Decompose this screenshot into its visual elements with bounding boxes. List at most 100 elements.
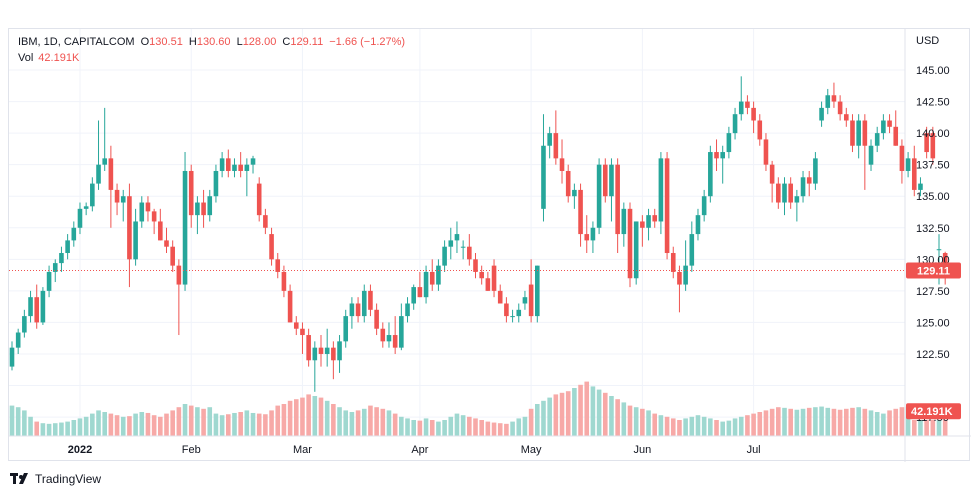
volume-bar: [850, 407, 855, 436]
volume-bar: [689, 416, 695, 436]
volume-bar: [473, 418, 478, 436]
volume-bar: [584, 381, 590, 436]
candle-body: [219, 158, 225, 171]
price-tick-label: 145.00: [916, 65, 950, 77]
candle-body: [83, 206, 89, 209]
volume-bar: [207, 407, 213, 436]
volume-bar: [868, 410, 874, 436]
volume-bar: [306, 394, 311, 436]
volume-bar: [355, 410, 361, 436]
volume-bar: [559, 392, 565, 436]
volume-bar: [813, 407, 818, 436]
candle-body: [862, 120, 868, 146]
candle-body: [658, 158, 664, 222]
volume-bar: [844, 408, 849, 436]
last-price-value: 129.11: [917, 266, 950, 278]
volume-bar: [34, 421, 40, 436]
volume-bar: [318, 397, 324, 436]
candle-body: [776, 183, 781, 203]
price-axis[interactable]: 145.00142.50140.00137.50135.00132.50130.…: [916, 65, 950, 424]
footer: TradingView: [10, 472, 101, 486]
price-tick-label: 125.00: [916, 317, 950, 329]
candle-body: [15, 332, 21, 348]
volume-bar: [195, 407, 200, 436]
candle-body: [287, 290, 293, 323]
candle-body: [794, 196, 800, 203]
candle-body: [127, 196, 132, 260]
volume-bar: [547, 397, 552, 436]
volume-bar: [670, 418, 676, 436]
volume-bar: [720, 421, 725, 436]
volume-bar: [942, 420, 948, 436]
candle-body: [368, 290, 373, 310]
candle-body: [34, 297, 40, 323]
volume-bar: [794, 409, 800, 436]
volume-bar: [528, 408, 534, 436]
volume-bar: [170, 410, 175, 436]
price-tick-label: 137.50: [916, 160, 950, 172]
candle-body: [120, 196, 126, 203]
candle-body: [510, 316, 515, 318]
tradingview-logo-icon[interactable]: [10, 473, 30, 485]
candle-body: [905, 158, 911, 171]
volume-bar: [856, 407, 861, 436]
candlestick-chart[interactable]: 145.00 142.50 140.00 137.50 135.00 132.50 130.…: [9, 29, 971, 462]
brand-label[interactable]: TradingView: [35, 472, 102, 486]
volume-bar: [479, 420, 484, 436]
volume-bar: [918, 420, 923, 436]
candle-body: [300, 328, 305, 336]
volume-bar: [708, 418, 713, 436]
volume-bar: [349, 412, 355, 436]
candle-body: [460, 246, 466, 248]
time-tick-label: Apr: [411, 444, 428, 456]
candle-body: [102, 158, 107, 165]
volume-bar: [151, 415, 157, 436]
volume-bar: [232, 412, 237, 436]
candle-body: [226, 158, 231, 171]
candle-body: [293, 322, 299, 329]
volume-bar: [590, 386, 596, 436]
candle-body: [423, 271, 429, 298]
candle-body: [633, 221, 639, 279]
volume-bar: [874, 412, 880, 436]
candle-body: [436, 265, 441, 285]
candle-body: [133, 221, 138, 260]
candle-body: [244, 164, 250, 171]
candle-body: [232, 164, 237, 171]
candle-body: [473, 259, 478, 272]
candle-body: [263, 215, 268, 228]
volume-bar: [287, 400, 293, 436]
candle-body: [28, 297, 33, 317]
candle-body: [837, 101, 843, 115]
symbol-label[interactable]: IBM, 1D, CAPITALCOM: [18, 36, 135, 48]
last-price-badge: 129.11: [906, 262, 961, 279]
candle-body: [429, 271, 435, 285]
volume-bar: [565, 391, 571, 436]
candle-body: [392, 335, 398, 348]
candle-body: [553, 133, 559, 159]
candle-body: [355, 303, 361, 317]
candle-body: [306, 335, 311, 361]
volume-bar: [405, 418, 410, 436]
volume-bar: [417, 420, 423, 436]
volume-bar: [930, 420, 936, 436]
candle-body: [701, 196, 707, 216]
candle-body: [491, 265, 497, 291]
volume-bar: [423, 418, 429, 436]
time-axis[interactable]: 2022 Feb Mar Apr May Jun Jul: [68, 444, 761, 456]
candle-body: [769, 164, 775, 184]
volume-bar: [133, 413, 138, 436]
volume-bar: [776, 407, 781, 436]
volume-bar: [158, 416, 163, 436]
volume-bar: [219, 415, 225, 436]
currency-label: USD: [916, 35, 939, 47]
candle-body: [911, 158, 917, 190]
candle-body: [405, 303, 410, 317]
volume-bar: [52, 423, 58, 436]
candle-body: [541, 145, 546, 209]
candle-body: [615, 164, 620, 235]
volume-bar: [65, 421, 70, 436]
candle-body: [40, 290, 46, 323]
candle-body: [714, 152, 719, 159]
candle-body: [170, 246, 175, 266]
